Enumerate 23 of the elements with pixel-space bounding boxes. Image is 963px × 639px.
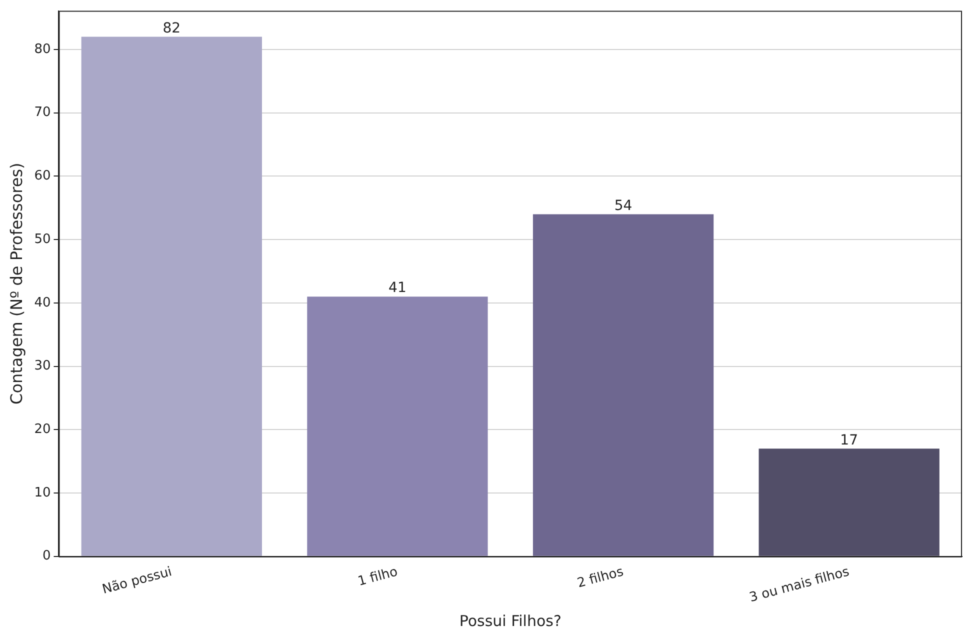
y-tick-label: 40 bbox=[34, 295, 51, 310]
y-tick-label: 0 bbox=[42, 548, 51, 564]
y-tick-label: 20 bbox=[34, 422, 51, 438]
bar bbox=[307, 296, 488, 556]
bar bbox=[81, 36, 262, 556]
x-tick-label: Não possui bbox=[100, 564, 174, 598]
y-tick-label: 30 bbox=[34, 358, 51, 374]
y-tick-label: 80 bbox=[34, 42, 51, 57]
data-label: 82 bbox=[162, 20, 181, 36]
bar bbox=[758, 448, 940, 556]
y-axis-title: Contagem (Nº de Professores) bbox=[6, 162, 26, 404]
data-label: 41 bbox=[388, 280, 406, 296]
bar bbox=[532, 214, 714, 556]
y-tick-label: 70 bbox=[34, 105, 51, 120]
y-tick-label: 60 bbox=[34, 168, 51, 184]
y-tick-label: 10 bbox=[34, 485, 51, 500]
y-tick-label: 50 bbox=[34, 232, 51, 247]
x-axis-title: Possui Filhos? bbox=[459, 612, 562, 630]
data-label: 17 bbox=[840, 432, 858, 448]
x-tick-label: 2 filhos bbox=[576, 564, 626, 592]
x-tick-label: 1 filho bbox=[356, 564, 400, 590]
data-label: 54 bbox=[614, 198, 632, 214]
x-tick-label: 3 ou mais filhos bbox=[748, 564, 852, 606]
